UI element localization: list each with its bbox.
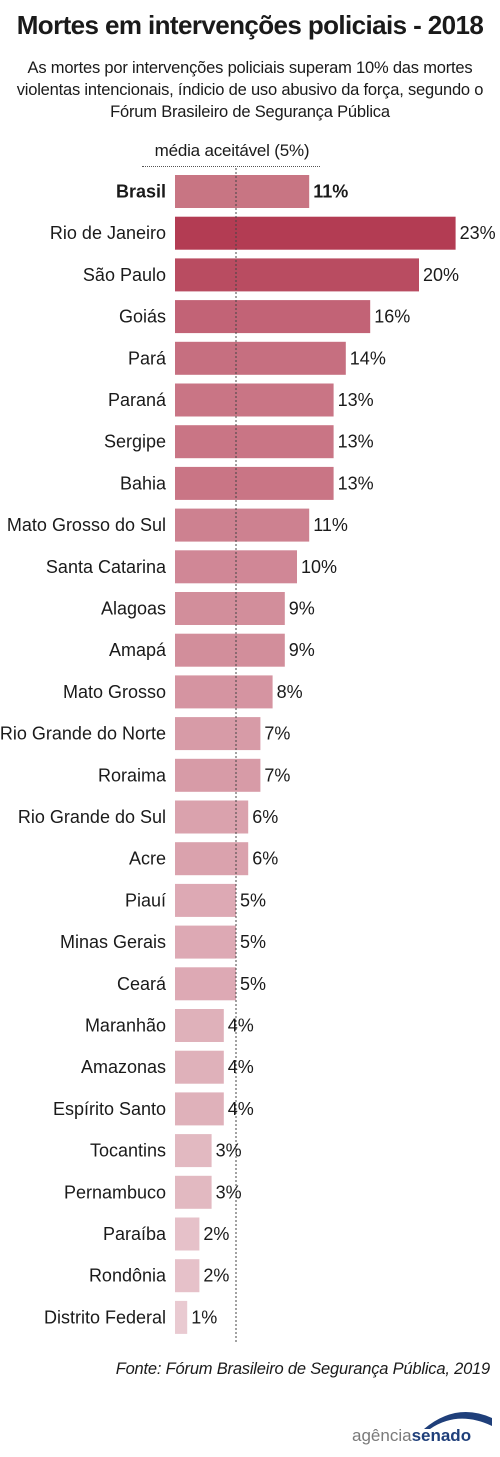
category-label-rondonia: Rondônia: [89, 1266, 167, 1286]
category-label-sao-paulo: São Paulo: [83, 265, 166, 285]
bar-rio-grande-do-norte: [175, 717, 261, 751]
category-label-rio-grande-do-norte: Rio Grande do Norte: [0, 724, 166, 744]
category-label-minas-gerais: Minas Gerais: [60, 932, 166, 952]
category-label-mato-grosso: Mato Grosso: [63, 682, 166, 702]
bar-paraiba: [175, 1217, 200, 1251]
value-label-santa-catarina: 10%: [301, 557, 337, 577]
bar-rio-grande-do-sul: [175, 800, 249, 834]
bar-bahia: [175, 466, 334, 500]
category-label-amapa: Amapá: [109, 640, 167, 660]
value-label-espirito-santo: 4%: [228, 1099, 254, 1119]
bar-rondonia: [175, 1259, 200, 1293]
bar-minas-gerais: [175, 925, 236, 959]
value-label-distrito-federal: 1%: [191, 1307, 217, 1327]
category-label-ceara: Ceará: [117, 974, 167, 994]
value-label-amazonas: 4%: [228, 1057, 254, 1077]
bar-distrito-federal: [175, 1300, 188, 1334]
bar-para: [175, 341, 346, 375]
value-label-goias: 16%: [374, 307, 410, 327]
bar-brasil: [175, 175, 310, 208]
category-label-tocantins: Tocantins: [90, 1141, 166, 1161]
bar-tocantins: [175, 1134, 212, 1168]
bar-mato-grosso-do-sul: [175, 508, 310, 542]
reference-label-underline: [142, 166, 320, 167]
value-label-para: 14%: [350, 348, 386, 368]
category-label-pernambuco: Pernambuco: [64, 1182, 166, 1202]
value-label-mato-grosso-do-sul: 11%: [313, 515, 348, 535]
category-label-sergipe: Sergipe: [104, 432, 166, 452]
category-label-amazonas: Amazonas: [81, 1057, 166, 1077]
logo-text: agênciasenado: [352, 1426, 472, 1445]
category-label-espirito-santo: Espírito Santo: [53, 1099, 166, 1119]
chart-subtitle: As mortes por intervenções policiais sup…: [16, 59, 484, 121]
value-label-ceara: 5%: [240, 974, 266, 994]
category-label-maranhao: Maranhão: [85, 1016, 166, 1036]
reference-label: média aceitável (5%): [154, 141, 310, 160]
category-label-santa-catarina: Santa Catarina: [46, 557, 167, 577]
category-label-rio-grande-do-sul: Rio Grande do Sul: [18, 807, 166, 827]
value-label-amapa: 9%: [289, 640, 315, 660]
category-label-acre: Acre: [129, 849, 166, 869]
value-label-tocantins: 3%: [216, 1141, 242, 1161]
category-label-mato-grosso-do-sul: Mato Grosso do Sul: [7, 515, 166, 535]
category-label-rio-de-janeiro: Rio de Janeiro: [50, 223, 166, 243]
chart-title: Mortes em intervenções policiais - 2018: [16, 10, 484, 40]
category-label-goias: Goiás: [119, 307, 166, 327]
value-label-rondonia: 2%: [203, 1266, 229, 1286]
bar-alagoas: [175, 592, 285, 625]
value-label-rio-de-janeiro: 23%: [460, 223, 496, 243]
bar-roraima: [175, 758, 261, 792]
value-label-parana: 13%: [338, 390, 374, 410]
value-label-brasil: 11%: [313, 182, 348, 202]
bar-espirito-santo: [175, 1092, 224, 1126]
value-label-pernambuco: 3%: [216, 1182, 242, 1202]
agencia-senado-logo: agênciasenado: [352, 1408, 492, 1448]
bar-rio-de-janeiro: [175, 216, 456, 250]
logo-swoosh-icon: [424, 1412, 492, 1429]
bar-mato-grosso: [175, 675, 273, 709]
category-label-bahia: Bahia: [120, 473, 167, 493]
bar-goias: [175, 300, 371, 334]
category-label-roraima: Roraima: [98, 765, 167, 785]
bar-piaui: [175, 883, 236, 917]
value-label-maranhao: 4%: [228, 1016, 254, 1036]
value-label-roraima: 7%: [264, 765, 290, 785]
value-label-alagoas: 9%: [289, 599, 315, 619]
category-label-paraiba: Paraíba: [103, 1224, 167, 1244]
value-label-paraiba: 2%: [203, 1224, 229, 1244]
value-label-mato-grosso: 8%: [277, 682, 303, 702]
value-label-sergipe: 13%: [338, 432, 374, 452]
value-label-acre: 6%: [252, 849, 278, 869]
bar-acre: [175, 842, 249, 876]
value-label-piaui: 5%: [240, 890, 266, 910]
bar-sergipe: [175, 425, 334, 459]
bar-pernambuco: [175, 1175, 212, 1209]
bar-amapa: [175, 633, 285, 667]
bar-amazonas: [175, 1050, 224, 1084]
category-label-piaui: Piauí: [125, 890, 166, 910]
bar-maranhao: [175, 1009, 224, 1042]
bar-parana: [175, 383, 334, 417]
source-note: Fonte: Fórum Brasileiro de Segurança Púb…: [115, 1360, 490, 1378]
category-label-para: Pará: [128, 348, 167, 368]
category-label-alagoas: Alagoas: [101, 599, 166, 619]
category-label-brasil: Brasil: [116, 182, 166, 202]
bar-ceara: [175, 967, 236, 1001]
bar-sao-paulo: [175, 258, 419, 292]
bar-santa-catarina: [175, 550, 297, 584]
category-label-parana: Paraná: [108, 390, 167, 410]
value-label-rio-grande-do-sul: 6%: [252, 807, 278, 827]
value-label-minas-gerais: 5%: [240, 932, 266, 952]
category-label-distrito-federal: Distrito Federal: [44, 1307, 166, 1327]
bar-chart: Brasil 11% Rio de Janeiro 23% São Paulo 20% Go…: [0, 168, 496, 1343]
value-label-bahia: 13%: [338, 473, 374, 493]
value-label-rio-grande-do-norte: 7%: [264, 724, 290, 744]
value-label-sao-paulo: 20%: [423, 265, 459, 285]
